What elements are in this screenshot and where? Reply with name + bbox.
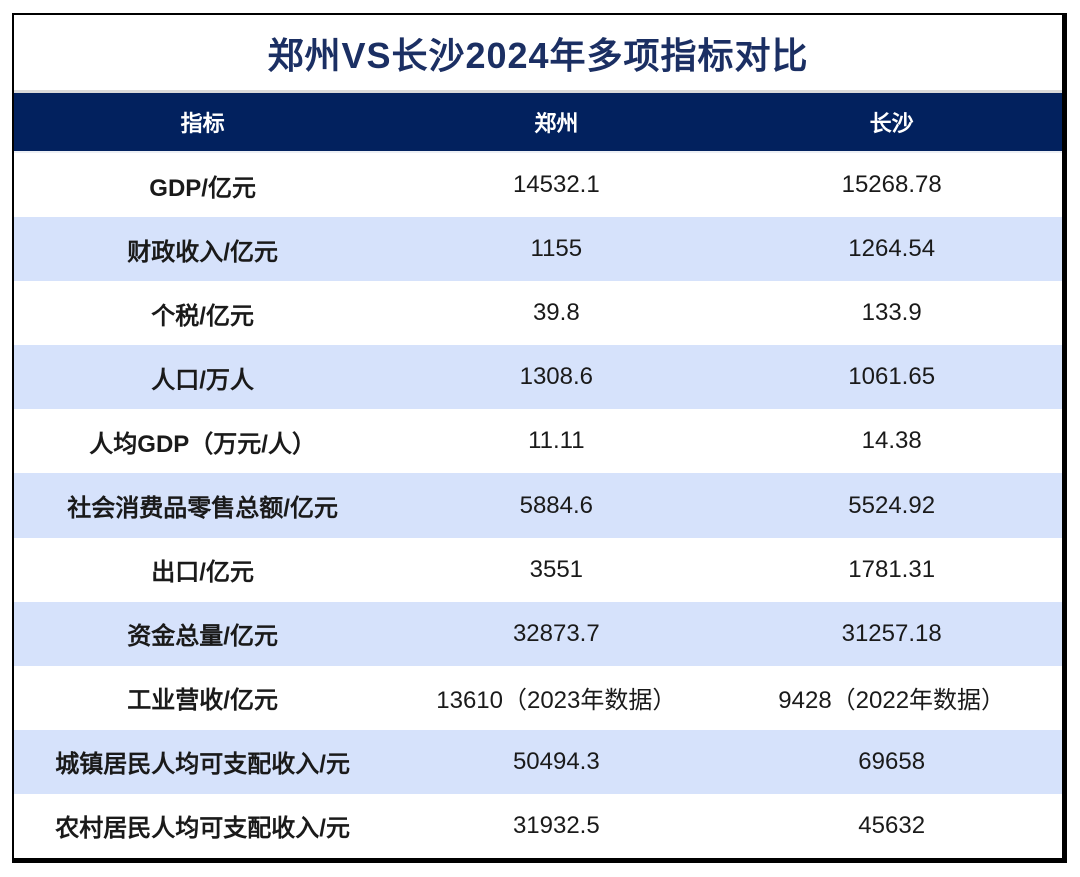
row-value: 1308.6 <box>519 363 594 391</box>
table-row: 工业营收/亿元 13610（2023年数据） 9428（2022年数据） <box>14 665 1062 730</box>
table-row: 资金总量/亿元 32873.7 31257.18 <box>14 601 1062 666</box>
row-indicator-label: 人均GDP（万元/人） <box>89 430 316 458</box>
table-row: 出口/亿元 3551 1781.31 <box>14 537 1062 602</box>
table-row: 农村居民人均可支配收入/元 31932.5 45632 <box>14 793 1062 859</box>
row-value: 31257.18 <box>841 619 942 647</box>
row-value: 5524.92 <box>848 491 936 519</box>
row-indicator-label: 个税/亿元 <box>151 302 254 330</box>
table-row: 财政收入/亿元 1155 1264.54 <box>14 217 1062 282</box>
row-indicator-label: 资金总量/亿元 <box>127 623 278 651</box>
row-indicator-label: GDP/亿元 <box>149 174 256 202</box>
row-value: 13610（2023年数据） <box>436 687 677 715</box>
row-value: 50494.3 <box>512 747 600 775</box>
column-header-indicator: 指标 <box>180 111 225 136</box>
row-value: 1061.65 <box>848 363 936 391</box>
row-indicator-label: 人口/万人 <box>151 366 254 394</box>
table-header-row: 指标 郑州 长沙 <box>14 93 1062 153</box>
row-indicator-label: 出口/亿元 <box>151 559 254 587</box>
row-value: 14532.1 <box>512 171 600 199</box>
row-value: 5884.6 <box>519 491 594 519</box>
row-indicator-label: 城镇居民人均可支配收入/元 <box>55 751 350 779</box>
row-value: 32873.7 <box>512 619 600 647</box>
row-value: 15268.78 <box>841 171 942 199</box>
comparison-table: 郑州VS长沙2024年多项指标对比 指标 郑州 长沙 GDP/亿元 14532.1… <box>12 13 1067 863</box>
table-title: 郑州VS长沙2024年多项指标对比 <box>14 15 1062 93</box>
row-value: 45632 <box>858 811 926 839</box>
table-row: 人均GDP（万元/人） 11.11 14.38 <box>14 409 1062 474</box>
row-value: 14.38 <box>861 427 922 455</box>
row-indicator-label: 财政收入/亿元 <box>127 238 278 266</box>
column-header-changsha: 长沙 <box>869 111 914 136</box>
row-value: 133.9 <box>861 299 922 327</box>
row-value: 11.11 <box>528 427 585 455</box>
row-value: 69658 <box>858 747 926 775</box>
table-row: 社会消费品零售总额/亿元 5884.6 5524.92 <box>14 473 1062 538</box>
row-value: 1264.54 <box>848 235 936 263</box>
row-indicator-label: 社会消费品零售总额/亿元 <box>67 495 338 523</box>
row-value: 3551 <box>529 555 584 583</box>
column-header-zhengzhou: 郑州 <box>534 111 579 136</box>
table-body: GDP/亿元 14532.1 15268.78 财政收入/亿元 1155 1264.54 个… <box>14 153 1062 859</box>
row-indicator-label: 工业营收/亿元 <box>127 687 278 715</box>
row-value: 9428（2022年数据） <box>778 687 1006 715</box>
row-value: 1781.31 <box>848 555 936 583</box>
table-row: 人口/万人 1308.6 1061.65 <box>14 345 1062 410</box>
table-row: 个税/亿元 39.8 133.9 <box>14 281 1062 346</box>
table-row: 城镇居民人均可支配收入/元 50494.3 69658 <box>14 729 1062 794</box>
row-indicator-label: 农村居民人均可支配收入/元 <box>55 815 350 843</box>
row-value: 1155 <box>530 235 583 263</box>
row-value: 31932.5 <box>512 811 600 839</box>
table-row: GDP/亿元 14532.1 15268.78 <box>14 153 1062 218</box>
row-value: 39.8 <box>532 299 580 327</box>
